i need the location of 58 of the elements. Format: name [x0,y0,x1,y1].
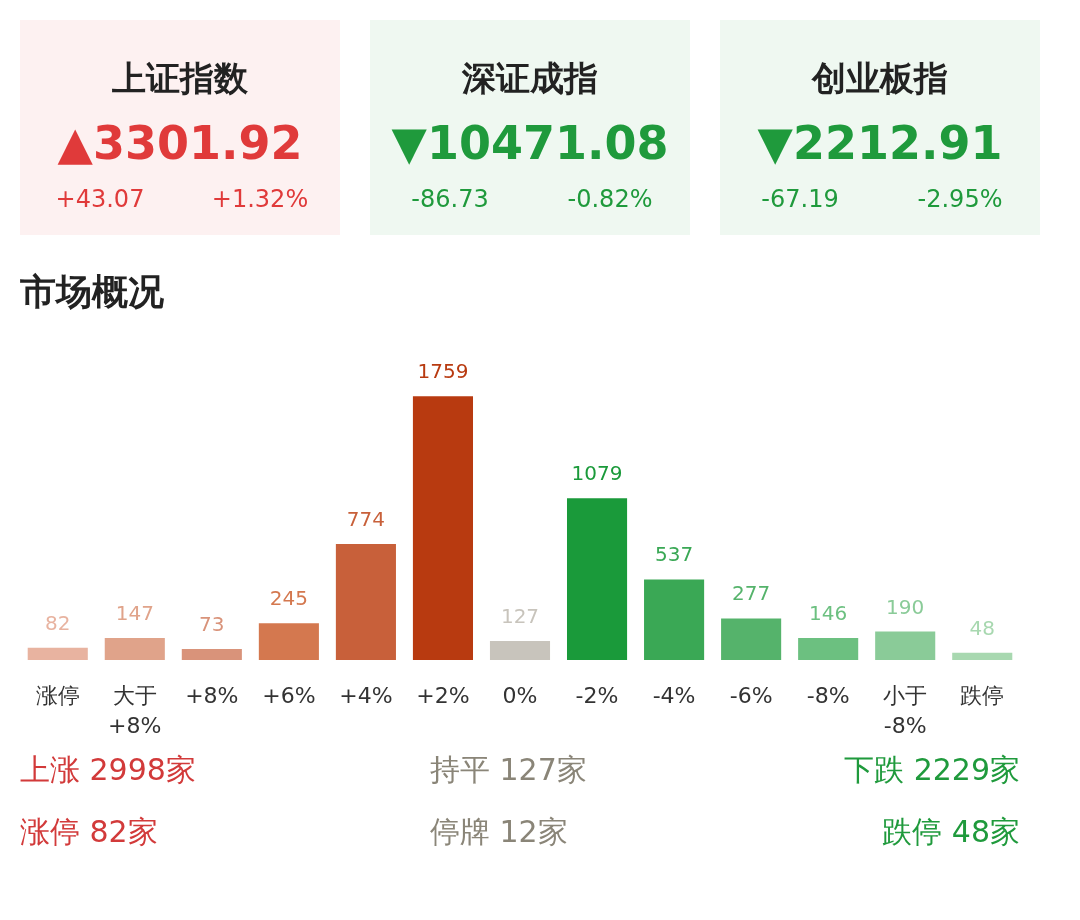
data-label: 73 [199,612,225,637]
x-tick-label: -4% [652,682,696,708]
bar [258,623,319,660]
data-label: 147 [115,600,154,625]
text: 上涨 2998家 [20,752,196,787]
text: 深证成指 [461,58,598,98]
x-tick-label: +8% [185,682,239,708]
text: -86.73 [411,185,489,213]
bar [335,543,396,660]
data-label: 82 [45,610,71,635]
bar [721,618,782,660]
data-label: 1759 [417,359,469,384]
data-label: 277 [732,581,771,606]
data-label: 774 [346,506,386,531]
data-label: 537 [654,542,694,567]
text: +43.07 [55,185,145,213]
bar [489,640,551,660]
x-tick-label: 0% [502,682,538,708]
text: +1.32% [211,185,309,213]
text: ▼2212.91 [757,116,1003,170]
text: -67.19 [761,185,839,213]
x-tick-label: +2% [416,682,470,708]
x-tick-label: 小于 -8% [883,682,928,738]
bar [104,637,165,660]
data-label: 127 [500,603,540,628]
text: ▼10471.08 [391,116,669,170]
x-tick-label: 大于 +8% [108,682,162,738]
text: 停牌 12家 [430,814,568,849]
data-label: 48 [969,615,995,640]
x-tick-label: -2% [575,682,619,708]
x-tick-label: -6% [729,682,773,708]
text: 跌停 48家 [882,814,1020,849]
data-label: 190 [886,594,925,619]
x-tick-label: +6% [262,682,316,708]
text: 下跌 2229家 [844,752,1020,787]
bar [412,396,473,660]
text: 上证指数 [111,58,249,98]
x-tick-label: +4% [339,682,393,708]
text: 创业板指 [811,58,948,98]
data-label: 146 [809,601,848,626]
bar [952,652,1013,660]
bar [875,631,936,660]
chart-title: 市场概况 [20,271,164,313]
data-label: 245 [269,586,308,611]
bar [181,649,242,660]
text: ▲3301.92 [57,116,303,170]
text: 涨停 82家 [20,814,158,849]
x-tick-label: 涨停 [35,682,80,708]
bar [644,579,705,660]
bar [27,647,88,660]
bar [798,638,859,660]
bar [567,498,628,660]
x-tick-label: 跌停 [960,682,1005,708]
text: -2.95% [917,185,1003,213]
text: 持平 127家 [430,752,587,787]
data-label: 1079 [571,461,623,486]
text: -0.82% [567,185,653,213]
x-tick-label: -8% [806,682,850,708]
